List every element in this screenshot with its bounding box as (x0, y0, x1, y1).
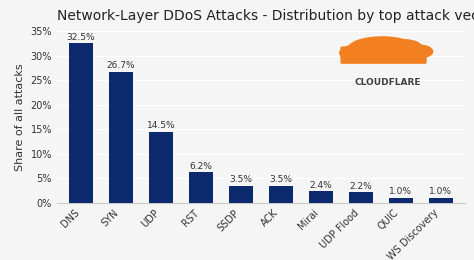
Bar (189, 172, 213, 203)
FancyBboxPatch shape (341, 47, 426, 63)
Text: 2.4%: 2.4% (309, 180, 332, 190)
Bar (428, 198, 453, 203)
Bar (149, 132, 173, 203)
Text: 2.2%: 2.2% (349, 181, 372, 191)
Text: 26.7%: 26.7% (107, 61, 135, 70)
Ellipse shape (388, 40, 422, 56)
Text: Network-Layer DDoS Attacks - Distribution by top attack vectors: Network-Layer DDoS Attacks - Distributio… (57, 9, 474, 23)
Text: 3.5%: 3.5% (269, 175, 292, 184)
Bar (229, 186, 253, 203)
Text: 6.2%: 6.2% (189, 162, 212, 171)
Y-axis label: Share of all attacks: Share of all attacks (15, 63, 25, 171)
Ellipse shape (340, 45, 377, 61)
Text: 3.5%: 3.5% (229, 175, 252, 184)
Ellipse shape (403, 45, 433, 58)
Bar (69, 43, 93, 203)
Bar (389, 198, 412, 203)
Text: 1.0%: 1.0% (389, 187, 412, 196)
Text: 14.5%: 14.5% (146, 121, 175, 130)
Ellipse shape (348, 37, 417, 62)
Bar (348, 192, 373, 203)
Bar (269, 186, 292, 203)
Text: CLOUDFLARE: CLOUDFLARE (354, 78, 421, 87)
Bar (309, 191, 333, 203)
Text: 1.0%: 1.0% (429, 187, 452, 196)
Text: 32.5%: 32.5% (66, 33, 95, 42)
Bar (109, 72, 133, 203)
